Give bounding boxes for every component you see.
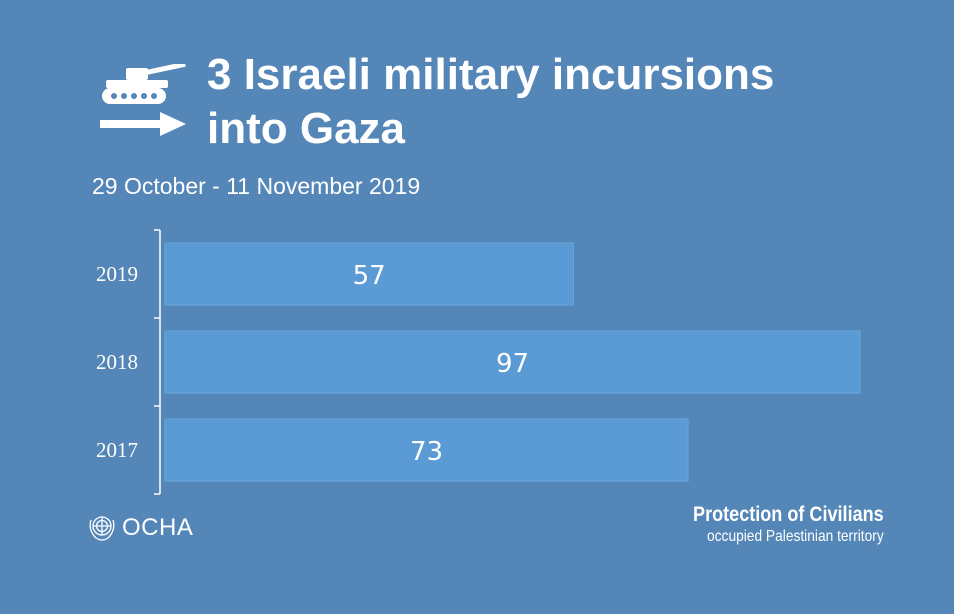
title-line-2: into Gaza	[207, 104, 406, 153]
value-label-2018: 97	[496, 349, 529, 379]
program-name: Protection of Civilians	[693, 503, 884, 526]
bar-2019	[164, 242, 574, 306]
bar-2017	[164, 418, 689, 482]
title-line-1: 3 Israeli military incursions	[207, 50, 775, 99]
territory-name: occupied Palestinian territory	[707, 528, 884, 545]
category-label-2019: 2019	[96, 262, 138, 286]
category-label-2017: 2017	[96, 438, 138, 462]
ocha-logo: OCHA	[86, 512, 193, 544]
protection-of-civilians-label: Protection of Civilians occupied Palesti…	[662, 503, 884, 547]
category-label-2018: 2018	[96, 350, 138, 374]
ocha-label: OCHA	[122, 514, 194, 541]
page-title: 3 Israeli military incursions into Gaza	[207, 48, 927, 156]
bar-2018	[164, 330, 861, 394]
un-emblem-icon	[89, 516, 115, 541]
subtitle-date-range: 29 October - 11 November 2019	[92, 173, 421, 199]
value-label-2019: 57	[353, 261, 386, 291]
value-label-2017: 73	[410, 437, 443, 467]
tank-arrow-icon	[100, 64, 186, 136]
